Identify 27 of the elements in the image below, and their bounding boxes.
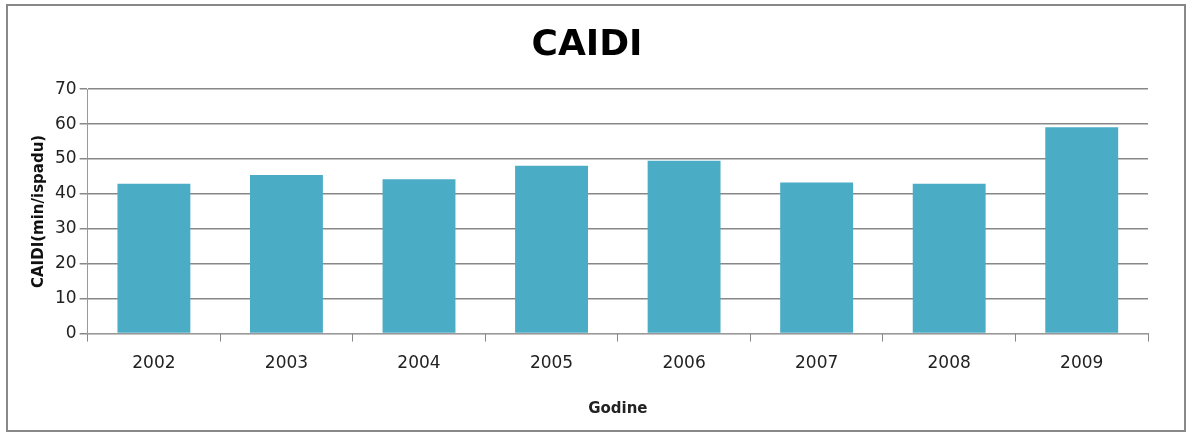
x-tick-label: 2007 [795, 352, 839, 373]
y-tick-label: 10 [54, 287, 77, 308]
y-tick-label: 0 [65, 322, 77, 343]
y-tick-label: 70 [54, 77, 77, 98]
x-tick-label: 2005 [529, 352, 574, 373]
x-tick-label: 2008 [927, 352, 971, 373]
y-tick-label: 60 [54, 112, 77, 133]
bar [117, 183, 191, 333]
x-tick-label: 2002 [132, 352, 176, 373]
x-tick-label: 2004 [397, 352, 441, 373]
bar [250, 175, 323, 333]
y-tick-label: 50 [54, 147, 77, 168]
bar [912, 183, 986, 333]
y-tick-label: 30 [54, 217, 77, 238]
y-tick-label: 20 [54, 252, 77, 273]
y-axis-title: CAIDI(min/ispadu) [28, 134, 47, 289]
bar [382, 179, 456, 333]
x-tick-label: 2006 [662, 352, 706, 373]
bar [647, 160, 721, 333]
bar [1045, 127, 1119, 333]
bar [515, 165, 588, 333]
bar [780, 182, 854, 333]
x-tick-label: 2003 [264, 352, 309, 373]
x-axis-title: Godine [588, 398, 648, 417]
y-tick-label: 40 [54, 182, 77, 203]
x-tick-label: 2009 [1060, 352, 1104, 373]
chart-title: CAIDI [531, 21, 643, 63]
